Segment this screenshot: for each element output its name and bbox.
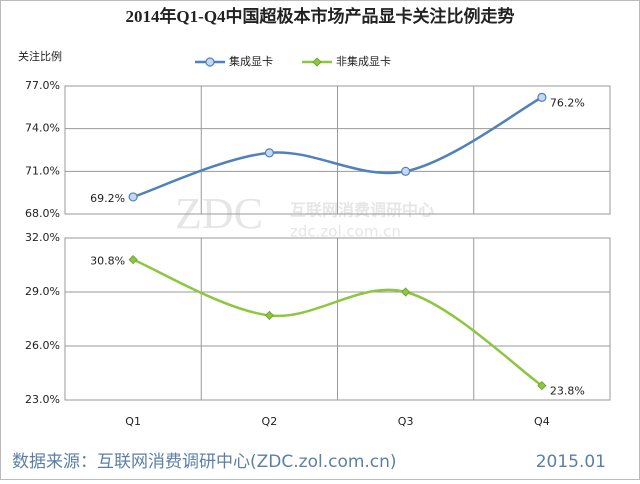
point xyxy=(401,166,411,176)
point xyxy=(537,381,547,391)
point xyxy=(264,310,274,320)
point xyxy=(128,255,138,265)
legend-label: 集成显卡 xyxy=(229,54,273,68)
y-tick-label: 77.0% xyxy=(25,79,60,92)
y-tick-label: 26.0% xyxy=(25,339,60,352)
watermark: zdc.zol.com.cn xyxy=(290,223,401,241)
data-label: 69.2% xyxy=(90,192,125,205)
chart-title: 2014年Q1-Q4中国超极本市场产品显卡关注比例走势 xyxy=(125,6,514,26)
x-tick-label: Q1 xyxy=(125,415,141,428)
legend-marker xyxy=(205,57,215,67)
point xyxy=(264,148,274,158)
point xyxy=(128,192,138,202)
series-line xyxy=(132,258,543,387)
data-label: 76.2% xyxy=(550,96,585,109)
data-label: 30.8% xyxy=(90,255,125,268)
y-tick-label: 71.0% xyxy=(25,164,60,177)
series-line xyxy=(132,96,543,199)
point xyxy=(537,92,547,102)
x-tick-label: Q3 xyxy=(398,415,414,428)
y-tick-label: 29.0% xyxy=(25,285,60,298)
watermark: 互联网消费调研中心 xyxy=(290,201,434,220)
y-tick-label: 23.0% xyxy=(25,393,60,406)
legend-label: 非集成显卡 xyxy=(336,54,391,68)
y-tick-label: 32.0% xyxy=(25,231,60,244)
y-tick-label: 68.0% xyxy=(25,207,60,220)
legend-marker xyxy=(312,57,322,67)
x-tick-label: Q2 xyxy=(262,415,278,428)
point xyxy=(401,287,411,297)
source: 数据来源：互联网消费调研中心(ZDC.zol.com.cn) xyxy=(12,452,397,472)
date: 2015.01 xyxy=(536,452,606,472)
y-tick-label: 74.0% xyxy=(25,122,60,135)
data-label: 23.8% xyxy=(550,385,585,398)
x-tick-label: Q4 xyxy=(534,415,550,428)
y-axis-label: 关注比例 xyxy=(18,49,62,63)
